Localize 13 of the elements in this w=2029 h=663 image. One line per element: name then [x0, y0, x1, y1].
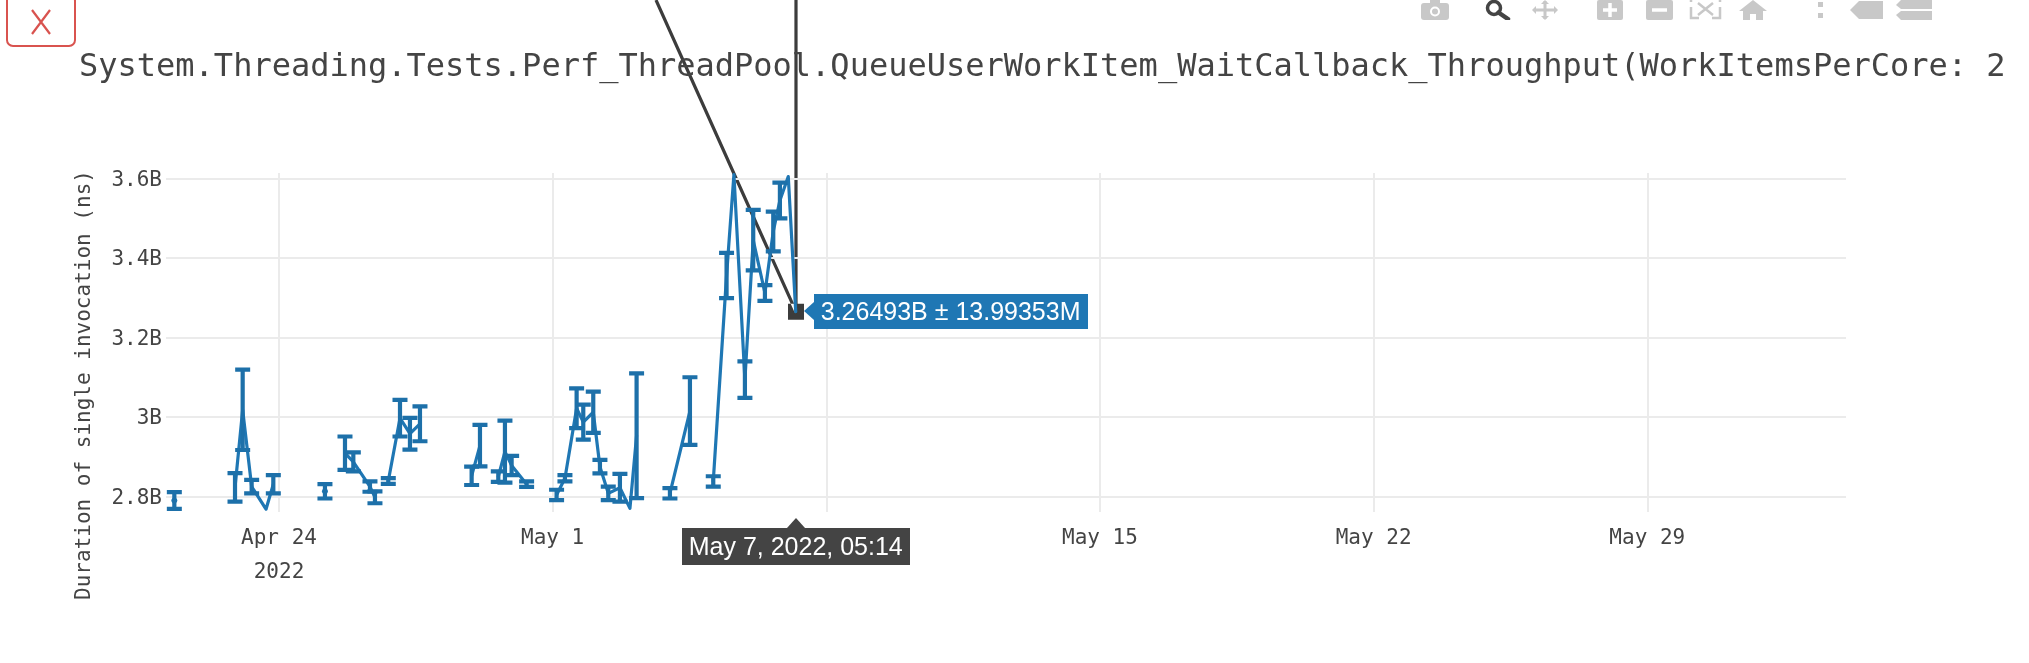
y-tick-label: 3.4B: [111, 246, 162, 271]
x-tick-label: May 1: [521, 525, 585, 549]
y-axis-title: Duration of single invocation (ns): [71, 170, 95, 600]
y-tick-label: 3B: [136, 405, 162, 430]
text: May 7, 2022, 05:14: [681, 528, 910, 565]
x-tick-label: Apr 24 2022: [241, 525, 317, 583]
y-tick-label: 3.2B: [111, 325, 162, 350]
x-tick-label: May 15: [1062, 525, 1138, 549]
y-tick-label: 3.6B: [111, 166, 162, 191]
annotation: 3.26493B ± 13.99353M: [813, 294, 1088, 330]
x-tick-label: May 29: [1609, 525, 1686, 549]
y-tick-label: 2.8B: [111, 484, 162, 509]
x-tick-label: May 22: [1335, 525, 1412, 549]
